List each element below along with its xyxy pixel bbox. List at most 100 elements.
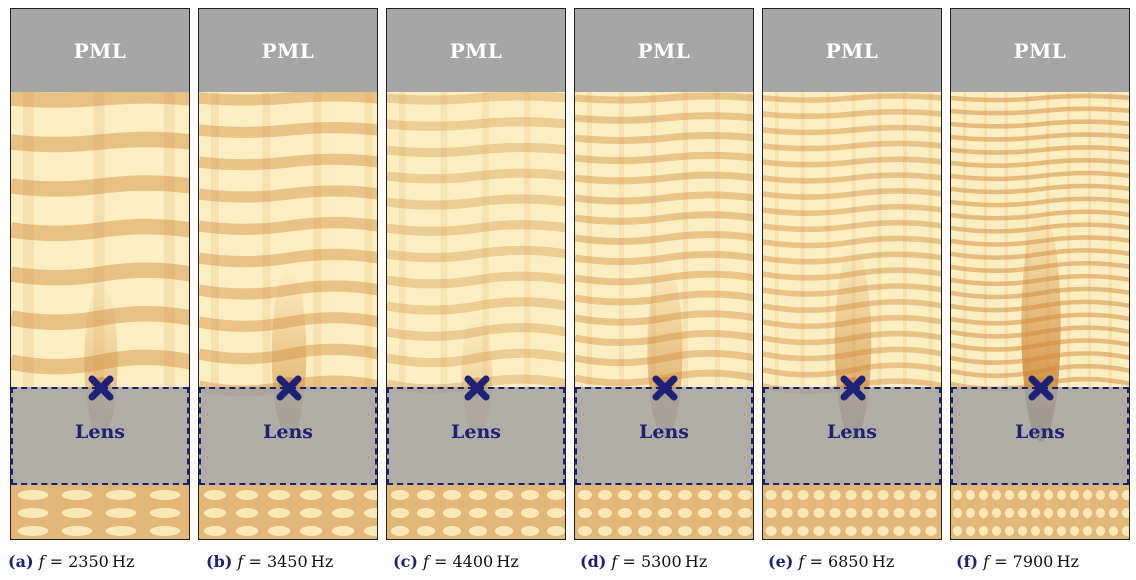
interference-cell [203, 526, 227, 536]
column-band [399, 92, 406, 392]
interference-cell [877, 490, 889, 500]
interference-cell [845, 490, 857, 500]
interference-cell [1108, 490, 1119, 500]
wavefront-stripe [763, 219, 941, 233]
frequency-value: 3450 [266, 552, 308, 571]
interference-cell [698, 508, 712, 518]
frequency-unit: Hz [112, 552, 135, 571]
interference-cell [520, 508, 540, 518]
interference-cell [765, 508, 777, 518]
interference-cell [781, 490, 793, 500]
wavefront-stripe [199, 153, 377, 171]
interference-cell [578, 508, 592, 518]
panel-caption: (c) f = 4400 Hz [393, 552, 519, 571]
interference-cell [618, 490, 632, 500]
source-array-pattern [951, 485, 1129, 539]
interference-cell [797, 508, 809, 518]
interference-cell [925, 490, 937, 500]
frequency-symbol: f [983, 552, 990, 571]
interference-cell [893, 490, 905, 500]
lens-region [575, 387, 753, 485]
wavefront-stripe [575, 211, 753, 225]
pml-region: PML [199, 9, 377, 93]
column-band [826, 92, 831, 392]
wavefront-stripe [763, 235, 941, 249]
interference-cell [442, 508, 462, 518]
interference-cell [797, 526, 809, 536]
interference-cell [781, 508, 793, 518]
caption-tag: (e) [768, 552, 794, 571]
pml-label: PML [449, 38, 503, 63]
interference-cell [909, 490, 921, 500]
interference-cell [17, 526, 49, 536]
interference-cell [363, 490, 377, 500]
interference-cell [718, 490, 732, 500]
frequency-unit: Hz [871, 552, 895, 571]
frequency-unit: Hz [1056, 552, 1079, 571]
interference-cell [965, 526, 976, 536]
pml-label: PML [73, 38, 127, 63]
interference-cell [738, 508, 752, 518]
interference-cell [331, 508, 355, 518]
lens-label: Lens [451, 421, 501, 443]
frequency-unit: Hz [310, 552, 334, 571]
column-band [928, 92, 933, 392]
interference-cell [546, 508, 565, 518]
interference-cell [877, 508, 889, 518]
interference-cell [520, 490, 540, 500]
interference-cell [1121, 526, 1129, 536]
wavefront-stripe [763, 140, 941, 152]
interference-cell [1017, 490, 1028, 500]
wavefront-stripe [951, 145, 1129, 155]
wavefront-stripe [387, 194, 565, 210]
interference-cell [1082, 508, 1093, 518]
interference-cell [390, 526, 410, 536]
source-array-pattern [387, 485, 565, 539]
wavefront-stripe [387, 271, 565, 289]
interference-cell [1108, 526, 1119, 536]
equals-sign: = [809, 552, 823, 571]
interference-cell [861, 526, 873, 536]
interference-cell [363, 508, 377, 518]
interference-cell [965, 490, 976, 500]
wavefront-stripe [951, 132, 1129, 142]
wavefront-stripe [763, 156, 941, 168]
interference-cell [1069, 526, 1080, 536]
wavefront-stripe [387, 245, 565, 263]
panel-caption: (e) f = 6850 Hz [768, 552, 894, 571]
interference-cell [105, 508, 137, 518]
source-array-pattern [199, 485, 377, 539]
focus-point-x-icon [839, 374, 867, 402]
lens-region [199, 387, 377, 485]
column-band [313, 92, 322, 392]
interference-cell [658, 526, 672, 536]
interference-cell [638, 526, 652, 536]
interference-cell [235, 490, 259, 500]
wavefront-stripe [11, 175, 189, 197]
interference-cell [925, 526, 937, 536]
interference-cell [267, 526, 291, 536]
panel-5: PML Lens [762, 8, 942, 540]
interference-cell [698, 490, 712, 500]
interference-cell [1056, 508, 1067, 518]
wavefront-stripe [763, 124, 941, 136]
focus-point-x-icon [1027, 374, 1055, 402]
column-band [877, 92, 882, 392]
column-band [262, 92, 271, 392]
wavefront-stripe [575, 112, 753, 124]
interference-cell [618, 508, 632, 518]
frequency-unit: Hz [684, 552, 708, 571]
interference-cell [893, 508, 905, 518]
column-band [1004, 92, 1008, 392]
interference-cell [813, 526, 825, 536]
wavefront-stripe [387, 142, 565, 158]
interference-cell [893, 526, 905, 536]
panel-caption: (b) f = 3450 Hz [206, 552, 333, 571]
column-band [364, 92, 373, 392]
interference-cell [1121, 508, 1129, 518]
wavefront-stripe [575, 151, 753, 165]
lens-label: Lens [827, 421, 877, 443]
interference-cell [390, 508, 410, 518]
frequency-symbol: f [38, 552, 45, 571]
interference-cell [678, 508, 692, 518]
